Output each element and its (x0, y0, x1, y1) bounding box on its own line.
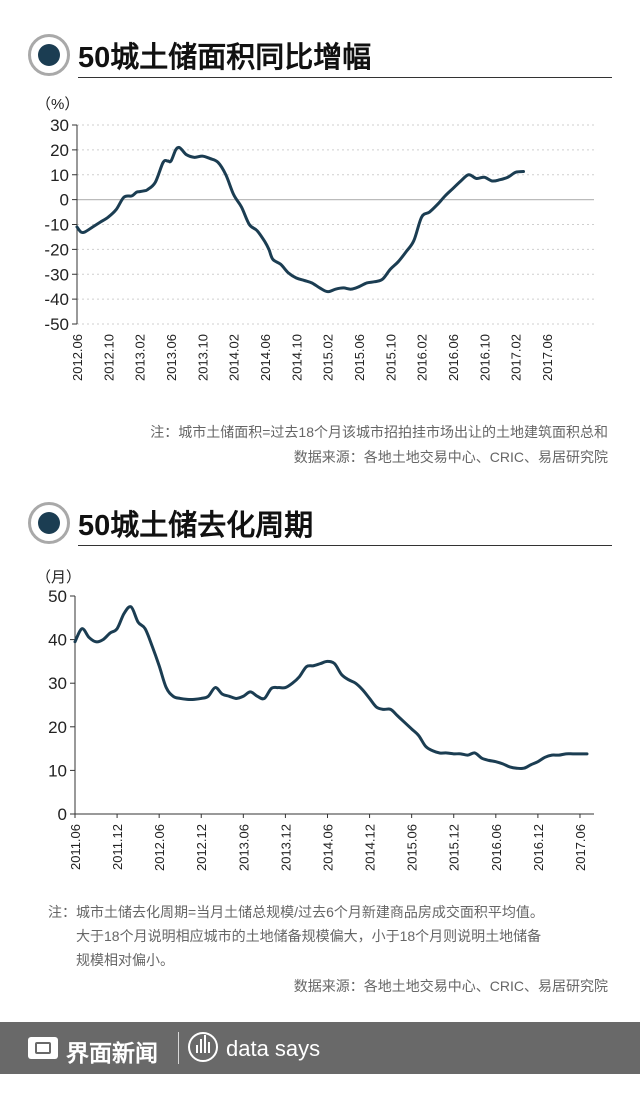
chart2-xtick-label: 2013.12 (278, 824, 293, 871)
chart2-note-line2: 大于18个月说明相应城市的土地储备规模偏大，小于18个月则说明土地储备 (76, 928, 542, 944)
chart1-xtick-label: 2014.02 (227, 334, 242, 381)
chart1-xtick-label: 2015.10 (383, 334, 398, 381)
chart2-ytick-label: 50 (48, 587, 67, 606)
chart2-ytick-label: 40 (48, 631, 67, 650)
chart1-xtick-label: 2013.06 (164, 334, 179, 381)
chart1-ylabel: （%） (36, 96, 79, 113)
chart1-xtick-label: 2014.06 (258, 334, 273, 381)
chart2-xtick-label: 2016.06 (489, 824, 504, 871)
chart1-xtick-label: 2013.10 (195, 334, 210, 381)
chart2-xtick-label: 2011.12 (110, 824, 125, 870)
chart2-xtick-label: 2014.12 (363, 824, 378, 871)
chart1-xtick-label: 2017.06 (540, 334, 555, 381)
chart1-ytick-label: 30 (50, 116, 69, 135)
chart1-ytick-label: 20 (50, 141, 69, 160)
chart1-ytick-label: 10 (50, 166, 69, 185)
chart2-xtick-label: 2012.06 (152, 824, 167, 871)
chart2-series-line-0 (73, 605, 589, 771)
chart2-ytick-label: 0 (58, 805, 67, 824)
chart2-note-line3: 规模相对偏小。 (76, 952, 174, 968)
chart2-xtick-label: 2012.12 (194, 824, 209, 871)
chart2-note-line1: 注：城市土储去化周期=当月土储总规模/过去6个月新建商品房成交面积平均值。 (48, 904, 544, 920)
chart2-header: 50城土储去化周期 (28, 498, 612, 546)
footer-brand: 界面新闻 (66, 1040, 158, 1066)
title-bullet-icon (28, 502, 70, 544)
chart2-xtick-label: 2014.06 (320, 824, 335, 871)
chart1-ytick-label: -10 (44, 216, 69, 235)
jiemian-logo-icon (28, 1037, 58, 1059)
chart2-ytick-label: 10 (48, 761, 67, 780)
chart1-xtick-label: 2016.02 (415, 334, 430, 381)
chart1-ytick-label: -20 (44, 240, 69, 259)
chart1-source: 数据来源：各地土地交易中心、CRIC、易居研究院 (293, 449, 608, 465)
chart2-xtick-label: 2015.06 (405, 824, 420, 871)
chart1-ytick-label: -50 (44, 315, 69, 334)
chart1-ytick-label: 0 (60, 191, 69, 210)
chart2-source: 数据来源：各地土地交易中心、CRIC、易居研究院 (293, 978, 608, 994)
chart1-xtick-label: 2013.02 (133, 334, 148, 381)
chart1-title: 50城土储面积同比增幅 (78, 42, 372, 74)
chart1-xtick-label: 2016.10 (477, 334, 492, 381)
title-divider (78, 545, 612, 546)
chart2-title: 50城土储去化周期 (78, 510, 314, 542)
chart2-xtick-label: 2016.12 (531, 824, 546, 871)
footer-divider (178, 1032, 179, 1064)
title-divider (78, 77, 612, 78)
chart1-ytick-label: -40 (44, 290, 69, 309)
chart1-xtick-label: 2017.02 (509, 334, 524, 381)
chart1-xtick-label: 2012.06 (70, 334, 85, 381)
chart2-ylabel: （月） (36, 569, 81, 586)
chart2-ytick-label: 30 (48, 674, 67, 693)
chart1-xtick-label: 2016.06 (446, 334, 461, 381)
footer-tagline: data says (226, 1036, 321, 1061)
chart1-xtick-label: 2015.06 (352, 334, 367, 381)
title-bullet-icon (28, 34, 70, 76)
chart2-xtick-label: 2011.06 (68, 824, 83, 870)
chart2-xtick-label: 2015.12 (447, 824, 462, 871)
datasays-logo-icon (188, 1032, 218, 1062)
chart1-ytick-label: -30 (44, 265, 69, 284)
chart2-xtick-label: 2013.06 (236, 824, 251, 871)
chart1-note: 注：城市土储面积=过去18个月该城市招拍挂市场出让的土地建筑面积总和 (150, 424, 608, 440)
chart2-ytick-label: 20 (48, 718, 67, 737)
chart1-xtick-label: 2015.02 (321, 334, 336, 381)
chart1-xtick-label: 2012.10 (101, 334, 116, 381)
chart1-xtick-label: 2014.10 (289, 334, 304, 381)
chart1-series-line-0 (75, 145, 525, 294)
chart2-xtick-label: 2017.06 (573, 824, 588, 871)
footer-bar: 界面新闻 data says (0, 1022, 640, 1074)
chart1-header: 50城土储面积同比增幅 (28, 30, 612, 78)
